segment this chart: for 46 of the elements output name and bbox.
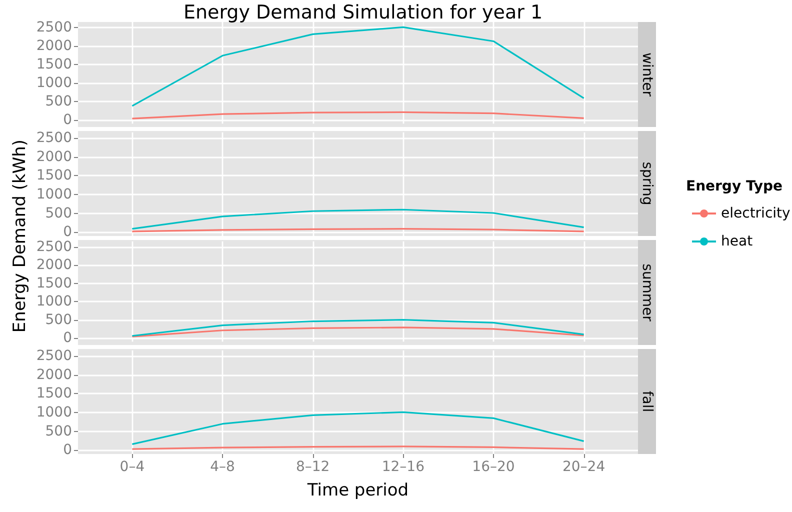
y-tick-label: 2500 — [36, 20, 72, 36]
legend-label: electricity — [721, 206, 790, 222]
y-tick-label: 1500 — [36, 56, 72, 73]
text: spring — [639, 162, 655, 206]
y-tick-label: 2500 — [36, 348, 72, 364]
text: winter — [639, 52, 655, 97]
x-axis-title: Time period — [306, 480, 409, 500]
text: summer — [639, 264, 655, 322]
chart-title: Energy Demand Simulation for year 1 — [183, 2, 543, 24]
y-tick-label: 0 — [63, 330, 72, 346]
y-tick-label: 2000 — [36, 38, 72, 54]
line-series — [131, 411, 585, 445]
line-series — [131, 111, 585, 120]
y-axis-title: Energy Demand (kWh) — [10, 138, 30, 335]
y-tick-label: 1000 — [36, 404, 72, 421]
y-tick-label: 0 — [63, 442, 72, 458]
y-tick-label: 500 — [45, 94, 72, 110]
y-tick-label: 1000 — [36, 294, 72, 310]
x-tick-label: 4–8 — [210, 459, 235, 475]
y-tick-label: 0 — [63, 112, 72, 128]
y-tick-label: 1500 — [36, 275, 72, 292]
y-tick-label: 1000 — [36, 186, 72, 203]
y-tick-label: 2000 — [36, 148, 72, 165]
line-series — [131, 326, 585, 338]
line-series — [131, 26, 585, 107]
x-tick-label: 12–16 — [382, 459, 425, 475]
line-series — [131, 208, 585, 230]
x-tick-label: 0–4 — [120, 459, 145, 475]
y-tick-label: 500 — [45, 423, 72, 440]
text: fall — [639, 390, 655, 412]
y-tick-label: 1500 — [36, 386, 72, 402]
y-tick-label: 2500 — [36, 238, 72, 255]
legend-title: Energy Type — [686, 178, 782, 194]
y-tick-label: 500 — [45, 205, 72, 222]
legend-label: heat — [721, 234, 754, 250]
y-tick-label: 0 — [63, 224, 72, 240]
x-tick-label: 8–12 — [296, 459, 330, 475]
line-series — [131, 319, 585, 337]
y-tick-label: 500 — [45, 312, 72, 328]
x-tick-label: 16–20 — [472, 459, 515, 475]
y-tick-label: 1500 — [36, 168, 72, 184]
x-tick-label: 20–24 — [562, 459, 606, 475]
y-tick-label: 2500 — [36, 130, 72, 146]
y-tick-label: 2000 — [36, 366, 72, 383]
y-tick-label: 2000 — [36, 257, 72, 274]
y-tick-label: 1000 — [36, 75, 72, 92]
